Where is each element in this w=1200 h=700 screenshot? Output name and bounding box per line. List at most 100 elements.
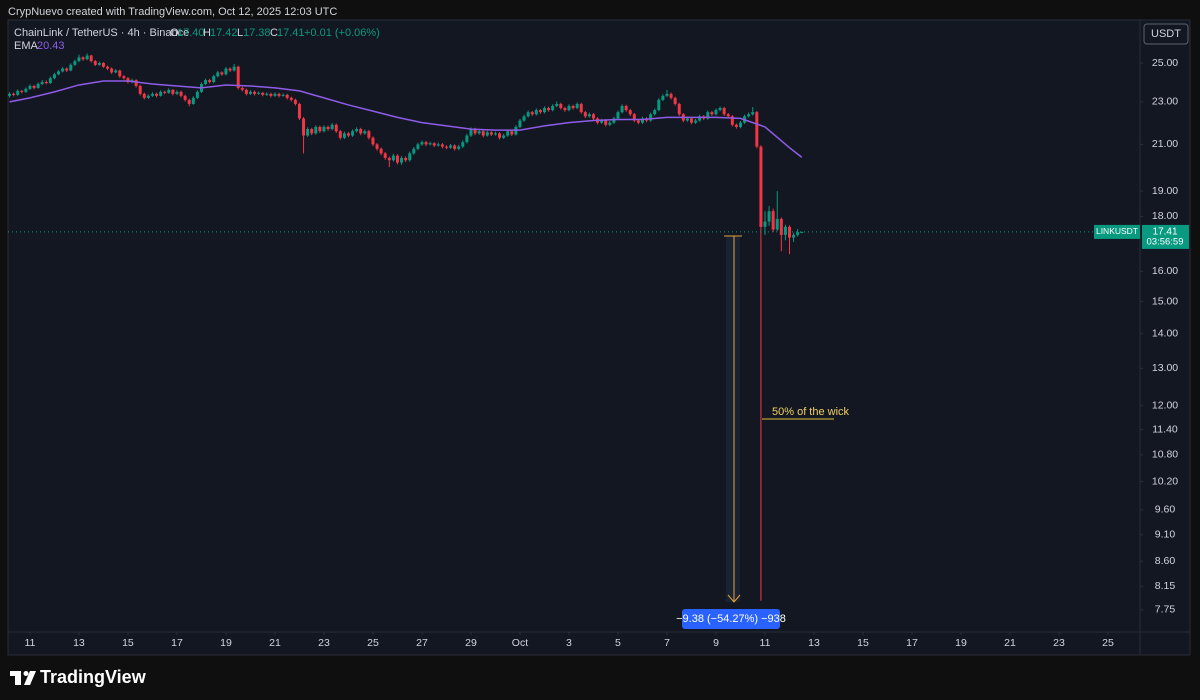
candle-body (93, 61, 97, 65)
candle-body (559, 103, 563, 109)
candle-body (416, 144, 420, 149)
candle-body (534, 110, 538, 115)
candle-body (653, 110, 657, 115)
candle-body (359, 129, 363, 134)
x-tick-label: 11 (760, 637, 771, 649)
x-tick-label: 9 (713, 637, 719, 649)
candle-body (44, 82, 48, 84)
candle-body (73, 61, 77, 65)
y-tick-label: 23.00 (1152, 96, 1178, 108)
candle-body (669, 93, 673, 98)
candle-body (600, 120, 604, 123)
x-tick-label: 3 (566, 637, 572, 649)
candle-body (767, 211, 771, 222)
candle-body (236, 66, 240, 88)
candle-body (498, 133, 502, 138)
candle-body (685, 118, 689, 121)
candle-body (355, 129, 359, 132)
price-tag-value: 17.41 (1152, 227, 1177, 238)
candle-body (567, 105, 571, 111)
x-tick-label: 21 (1004, 637, 1016, 649)
candle-body (624, 105, 628, 111)
candle-body (526, 112, 530, 117)
candle-body (530, 112, 534, 115)
candle-body (346, 133, 350, 136)
candle-body (395, 155, 399, 163)
candle-body (763, 221, 767, 227)
x-tick-label: 27 (416, 637, 428, 649)
chart-pane (7, 19, 1191, 656)
logo-part (23, 671, 29, 676)
candle-body (604, 120, 608, 125)
candle-body (81, 57, 85, 60)
candle-body (751, 112, 755, 115)
candle-body (142, 93, 146, 98)
x-tick-label: 15 (122, 637, 134, 649)
candle-body (551, 105, 555, 111)
candle-body (432, 143, 436, 146)
candle-body (383, 153, 387, 158)
legend-title: ChainLink / TetherUS · 4h · Binance (14, 27, 189, 39)
candle-body (24, 88, 28, 92)
candle-body (195, 91, 199, 98)
candle-body (342, 133, 346, 138)
candle-body (555, 103, 559, 106)
candle-body (326, 126, 330, 130)
candle-body (146, 95, 150, 98)
symbol-tag (1094, 224, 1140, 239)
y-tick-label: 14.00 (1152, 327, 1178, 339)
x-tick-label: 23 (318, 637, 330, 649)
candle-body (159, 91, 163, 96)
candle-body (583, 112, 587, 117)
candle-body (318, 126, 322, 132)
candle-body (204, 80, 208, 84)
candle-body (587, 114, 591, 117)
candle-body (289, 97, 293, 100)
candle-body (485, 132, 489, 136)
candle-body (591, 114, 595, 119)
credit: CrypNuevo created with TradingView.com, … (8, 6, 337, 18)
candle-body (106, 66, 110, 69)
logo-part (15, 671, 21, 685)
candle-body (269, 93, 273, 96)
candle-body (314, 126, 318, 134)
candle-body (367, 131, 371, 138)
candle-body (710, 112, 714, 115)
candle-body (796, 232, 800, 235)
candle-body (322, 126, 326, 132)
candle-body (118, 70, 122, 77)
measure-arrow (727, 594, 741, 603)
candle-body (542, 108, 546, 113)
candle-body (420, 142, 424, 145)
x-tick-label: 5 (615, 637, 621, 649)
x-tick-label: 11 (24, 637, 35, 649)
candle-body (783, 226, 787, 235)
logo-part (24, 671, 36, 685)
candle-body (163, 91, 167, 93)
legend-h-label: H (203, 27, 211, 39)
candle-body (179, 91, 183, 96)
candle-body (518, 120, 522, 127)
candle-body (571, 105, 575, 109)
ema-line (9, 80, 803, 158)
currency-button[interactable] (1143, 23, 1189, 45)
ema-legend-value: 20.43 (37, 40, 65, 52)
candle-body (449, 145, 453, 148)
brand: TradingView (40, 667, 147, 687)
candle-body (89, 55, 93, 62)
candle-body (640, 118, 644, 123)
candle-body (747, 114, 751, 117)
y-tick-label: 12.00 (1152, 399, 1178, 411)
candle-body (620, 105, 624, 113)
currency-button-label[interactable]: USDT (1151, 28, 1181, 40)
x-tick-label: 17 (906, 637, 918, 649)
legend-o-value: 17.40 (177, 27, 205, 39)
x-tick-label: 15 (857, 637, 869, 649)
candle-body (171, 89, 175, 94)
candle-body (493, 133, 497, 135)
y-tick-label: 19.00 (1152, 185, 1178, 197)
candle-body (187, 99, 191, 104)
candle-body (469, 129, 473, 136)
